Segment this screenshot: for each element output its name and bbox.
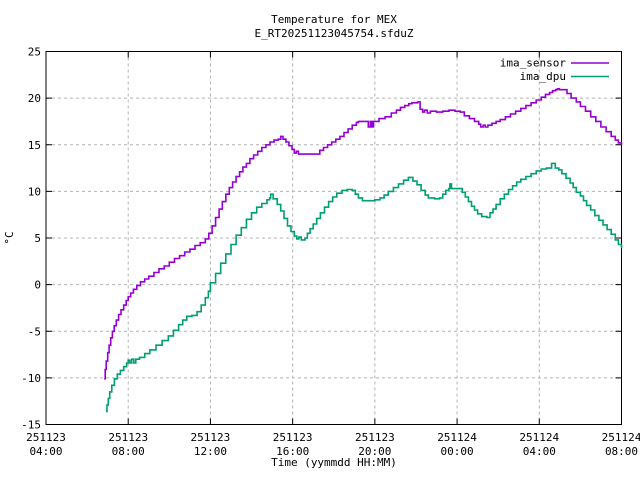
x-axis-label: Time (yymmdd HH:MM) bbox=[271, 456, 397, 469]
x-tick-label-date: 251123 bbox=[273, 431, 313, 444]
x-tick-label-time: 20:00 bbox=[358, 445, 391, 458]
legend-label-ima_sensor: ima_sensor bbox=[500, 57, 567, 70]
chart-title: Temperature for MEX bbox=[271, 13, 397, 26]
x-tick-label-date: 251124 bbox=[602, 431, 640, 444]
x-tick-label-date: 251123 bbox=[26, 431, 66, 444]
x-tick-label-date: 251123 bbox=[108, 431, 148, 444]
y-tick-label: -10 bbox=[21, 372, 41, 385]
x-tick-label-time: 12:00 bbox=[194, 445, 227, 458]
x-tick-label-time: 00:00 bbox=[441, 445, 474, 458]
axis-ticks bbox=[45, 51, 622, 425]
y-tick-label: 20 bbox=[28, 92, 41, 105]
y-tick-label: 0 bbox=[34, 279, 41, 292]
data-series bbox=[104, 88, 623, 413]
x-tick-label-time: 08:00 bbox=[605, 445, 638, 458]
x-tick-label-date: 251124 bbox=[437, 431, 477, 444]
x-tick-label-time: 16:00 bbox=[276, 445, 309, 458]
y-tick-labels: -15 -10 -5 0 5 10 15 20 25 bbox=[21, 46, 41, 432]
y-axis-label: °C bbox=[3, 231, 16, 244]
y-tick-label: -15 bbox=[21, 419, 41, 432]
x-tick-label-date: 251123 bbox=[191, 431, 231, 444]
series-path-ima_dpu bbox=[106, 162, 623, 413]
y-tick-label: 5 bbox=[34, 232, 41, 245]
chart-subtitle: E_RT20251123045754.sfduZ bbox=[255, 27, 414, 40]
x-tick-label-date: 251123 bbox=[355, 431, 395, 444]
legend-label-ima_dpu: ima_dpu bbox=[520, 70, 566, 83]
x-tick-label-time: 04:00 bbox=[523, 445, 556, 458]
series-path-ima_sensor bbox=[104, 88, 623, 380]
x-tick-labels: 25112304:0025112308:0025112312:002511231… bbox=[26, 431, 640, 458]
x-tick-label-time: 04:00 bbox=[29, 445, 62, 458]
x-tick-label-time: 08:00 bbox=[112, 445, 145, 458]
x-tick-label-date: 251124 bbox=[519, 431, 559, 444]
y-tick-label: -5 bbox=[28, 325, 41, 338]
y-tick-label: 10 bbox=[28, 185, 41, 198]
gridlines bbox=[46, 51, 622, 425]
y-tick-label: 15 bbox=[28, 139, 41, 152]
y-tick-label: 25 bbox=[28, 46, 41, 59]
